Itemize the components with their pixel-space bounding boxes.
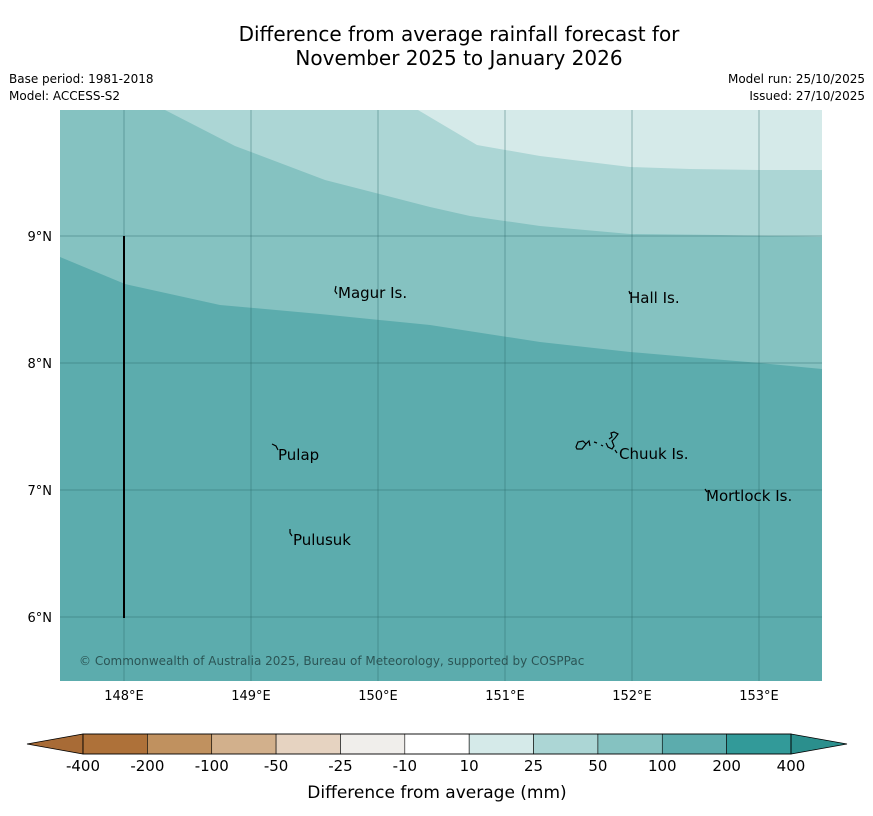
colorbar-cells bbox=[82, 733, 792, 755]
lat-label-9: 9°N bbox=[28, 230, 53, 245]
lon-label-150: 150°E bbox=[358, 689, 398, 704]
place-labels: Magur Is. Hall Is. Pulap Chuuk Is. Mortl… bbox=[278, 284, 792, 549]
lat-label-8: 8°N bbox=[28, 357, 53, 372]
lat-label-7: 7°N bbox=[28, 484, 53, 499]
colorbar-tick-label: -100 bbox=[195, 757, 229, 775]
band-25 bbox=[418, 110, 822, 170]
band-25-corner bbox=[690, 110, 822, 119]
colorbar-tick-label: -10 bbox=[393, 757, 418, 775]
colorbar-tick-labels: -400 -200 -100 -50 -25 -10 10 25 50 100 200 400 bbox=[66, 757, 805, 775]
lat-label-6: 6°N bbox=[28, 611, 53, 626]
colorbar-tick-label: 200 bbox=[712, 757, 741, 775]
pulusuk-island-shape bbox=[289, 529, 293, 537]
model-run-label: Model run: 25/10/2025 bbox=[727, 72, 865, 86]
lon-label-153: 153°E bbox=[739, 689, 779, 704]
colorbar-cell bbox=[211, 733, 277, 755]
colorbar-cell bbox=[533, 733, 599, 755]
colorbar-tick-label: 10 bbox=[460, 757, 479, 775]
model-label: Model: ACCESS-S2 bbox=[9, 89, 121, 103]
lon-label-149: 149°E bbox=[231, 689, 271, 704]
map-title: Difference from average rainfall forecas… bbox=[0, 22, 873, 70]
colorbar-tick-label: -25 bbox=[328, 757, 353, 775]
colorbar-cell bbox=[147, 733, 213, 755]
mortlock-island-shape bbox=[704, 488, 708, 493]
lon-label-151: 151°E bbox=[485, 689, 525, 704]
place-label-pulap: Pulap bbox=[278, 446, 319, 464]
colorbar-legend: -400 -200 -100 -50 -25 -10 10 25 50 100 200 400 Dif… bbox=[26, 733, 848, 803]
colorbar-cell bbox=[468, 733, 534, 755]
lat-tick-labels: 9°N 8°N 7°N 6°N bbox=[28, 230, 53, 626]
place-label-pulusuk: Pulusuk bbox=[293, 531, 351, 549]
title-line-1: Difference from average rainfall forecas… bbox=[238, 22, 680, 46]
colorbar-cell bbox=[82, 733, 148, 755]
place-label-mortlock: Mortlock Is. bbox=[706, 487, 792, 505]
meta-left: Base period: 1981-2018 Model: ACCESS-S2 bbox=[9, 71, 154, 105]
colorbar-tick-label: -50 bbox=[264, 757, 289, 775]
colorbar-tick-label: 50 bbox=[588, 757, 607, 775]
issued-label: Issued: 27/10/2025 bbox=[749, 89, 865, 103]
colorbar-tick-label: 25 bbox=[524, 757, 543, 775]
lon-label-148: 148°E bbox=[104, 689, 144, 704]
place-label-magur: Magur Is. bbox=[338, 284, 407, 302]
contour-bands bbox=[60, 110, 822, 681]
colorbar-frame bbox=[82, 733, 792, 755]
colorbar-cell bbox=[661, 733, 727, 755]
colorbar-tick-label: 400 bbox=[777, 757, 806, 775]
colorbar-cell bbox=[275, 733, 341, 755]
meta-right: Model run: 25/10/2025 Issued: 27/10/2025 bbox=[728, 71, 865, 105]
pulap-island-shape bbox=[271, 443, 279, 451]
island-outlines bbox=[271, 285, 708, 537]
colorbar-tick-label: 100 bbox=[648, 757, 677, 775]
colorbar-tick-label: -200 bbox=[130, 757, 164, 775]
place-label-chuuk: Chuuk Is. bbox=[619, 445, 688, 463]
base-period-label: Base period: 1981-2018 bbox=[9, 72, 154, 86]
title-line-2: November 2025 to January 2026 bbox=[295, 46, 623, 70]
lon-label-152: 152°E bbox=[612, 689, 652, 704]
chuuk-island-shape bbox=[575, 431, 619, 454]
colorbar-title: Difference from average (mm) bbox=[307, 783, 566, 803]
colorbar-cell bbox=[404, 733, 470, 755]
colorbar-tick-label: -400 bbox=[66, 757, 100, 775]
colorbar-cell bbox=[340, 733, 406, 755]
copyright-notice: © Commonwealth of Australia 2025, Bureau… bbox=[79, 654, 584, 668]
colorbar-cell bbox=[726, 733, 792, 755]
hall-island-shape bbox=[628, 290, 631, 295]
place-label-hall: Hall Is. bbox=[629, 289, 680, 307]
colorbar-over-arrow bbox=[790, 733, 848, 755]
lon-tick-labels: 148°E 149°E 150°E 151°E 152°E 153°E bbox=[104, 689, 779, 704]
colorbar-cell bbox=[597, 733, 663, 755]
magur-island-shape bbox=[334, 285, 338, 295]
colorbar-under-arrow bbox=[26, 733, 84, 755]
